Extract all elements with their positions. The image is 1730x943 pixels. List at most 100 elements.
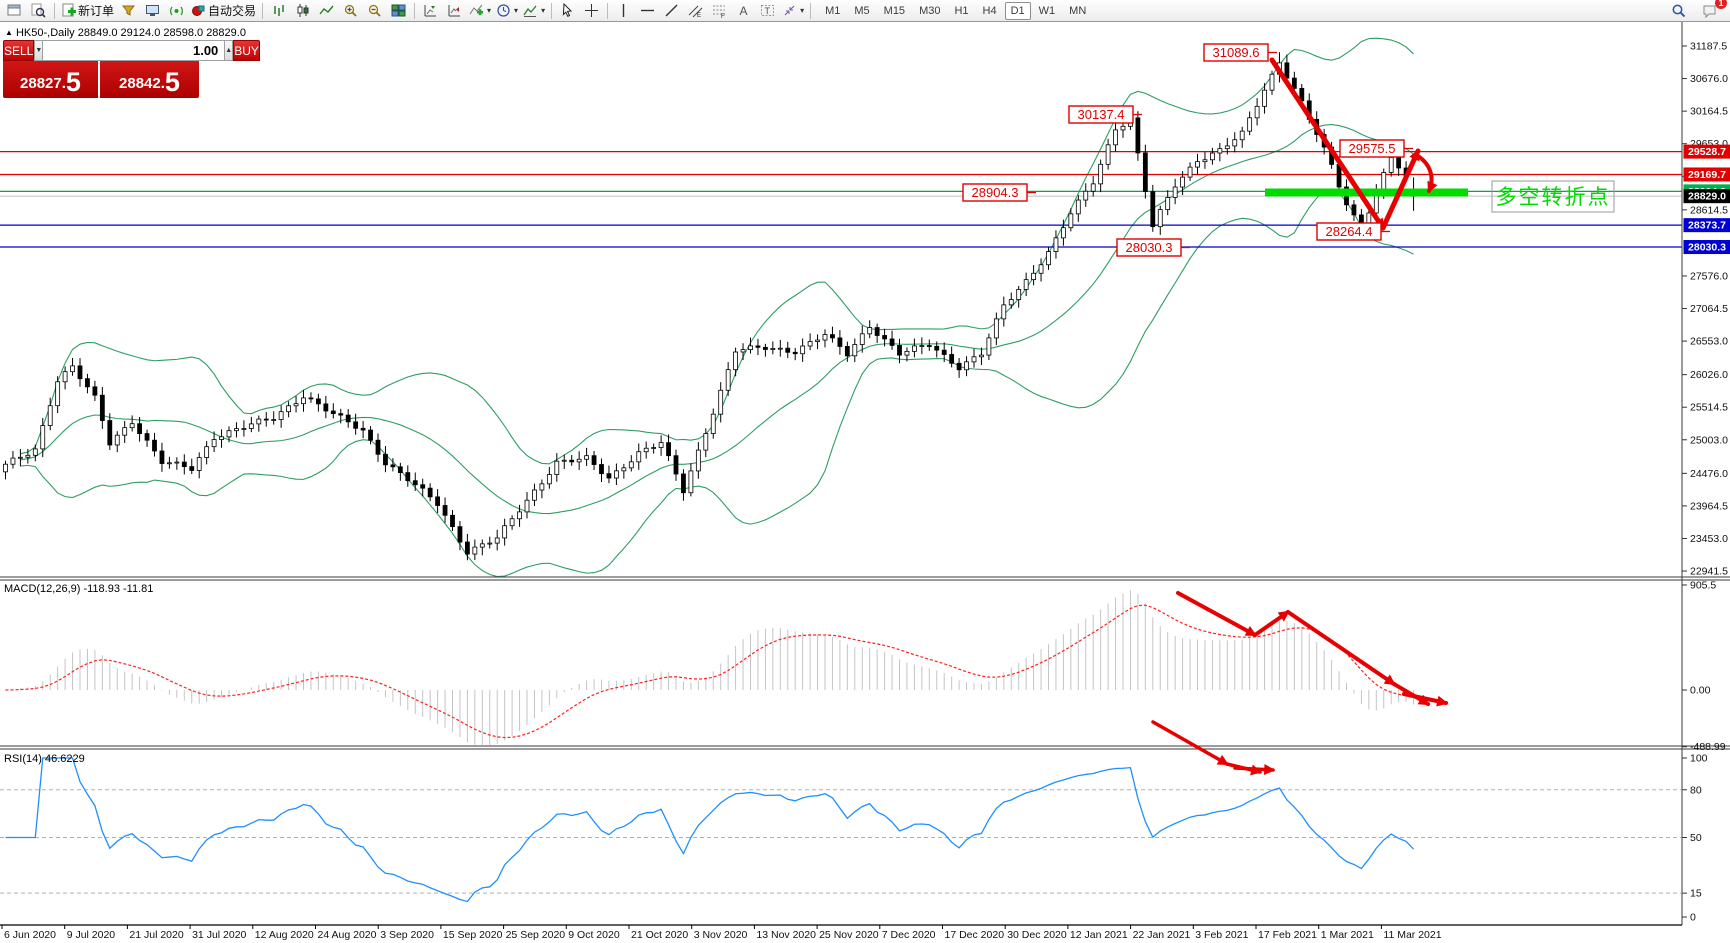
candle-body [964, 361, 969, 371]
candle-body [271, 419, 277, 421]
timeframe-d1[interactable]: D1 [1004, 1, 1031, 20]
candle-body [1247, 117, 1253, 132]
x-axis-date-label: 13 Nov 2020 [756, 929, 816, 941]
candle-body [725, 369, 731, 391]
candle-body [494, 537, 500, 544]
timeframe-h4[interactable]: H4 [982, 4, 997, 17]
candle-body [1262, 89, 1267, 107]
candle-body [1232, 139, 1238, 147]
candle-body [1172, 186, 1178, 198]
monitor-icon[interactable] [141, 1, 164, 20]
timeframe-m5[interactable]: M5 [854, 4, 870, 17]
volume-input[interactable] [43, 40, 225, 61]
crosshair-icon[interactable] [580, 1, 603, 20]
x-axis-date-label: 3 Feb 2021 [1195, 929, 1248, 941]
preview-icon[interactable] [27, 1, 50, 20]
indicators-icon[interactable]: ▾ [467, 1, 493, 20]
search-icon[interactable] [1667, 1, 1690, 20]
trendline-tool-icon[interactable] [660, 1, 683, 20]
candle-body [852, 344, 858, 357]
candle-body [25, 454, 31, 458]
sell-price-pip: 5 [65, 67, 81, 97]
zoom-out-icon[interactable] [363, 1, 386, 20]
arrows-tool-icon[interactable]: ▾ [780, 1, 806, 20]
vertical-line-tool-icon[interactable] [612, 1, 635, 20]
price-axis-badge [1683, 167, 1730, 182]
candle-body [308, 397, 314, 400]
new-order-label: 新订单 [78, 4, 115, 18]
timeframe-m15[interactable]: M15 [883, 4, 906, 17]
candle-body [464, 541, 470, 555]
chart-autoscroll-icon[interactable] [443, 1, 466, 20]
candle-body [1105, 144, 1111, 165]
buy-button[interactable]: BUY [233, 40, 260, 61]
candle-body [822, 334, 828, 341]
notifications-icon[interactable]: 1 [1698, 0, 1727, 20]
horizontal-line-tool-icon[interactable] [636, 1, 659, 20]
templates-icon[interactable]: ▾ [521, 1, 547, 20]
buy-price-button[interactable]: 28842. 5 [100, 61, 199, 98]
y-axis-tick-label: 27576.0 [1690, 270, 1728, 282]
price-callout-box [1339, 139, 1405, 158]
symbol-collapse-arrow[interactable]: ▲ [5, 28, 13, 37]
tile-windows-icon[interactable] [387, 1, 410, 20]
volume-increase-button[interactable]: ▲ [224, 40, 234, 61]
candle-body [971, 356, 977, 363]
candle-body [1202, 159, 1208, 163]
chart-shift-icon[interactable] [419, 1, 442, 20]
funnel-icon[interactable] [117, 1, 140, 20]
new-window-icon[interactable] [3, 1, 26, 20]
dropdown-caret: ▾ [800, 6, 805, 15]
x-axis-date-label: 17 Feb 2021 [1258, 929, 1317, 941]
line-chart-type-icon[interactable] [315, 1, 338, 20]
candle-body [375, 439, 381, 455]
auto-trading-button[interactable]: 自动交易 [189, 1, 258, 20]
cursor-icon[interactable] [556, 1, 579, 20]
candle-body [435, 496, 441, 506]
svg-text:E: E [697, 13, 701, 18]
text-label-tool-icon[interactable]: T [756, 1, 779, 20]
bollinger-lower-band [20, 188, 1414, 578]
candle-body [889, 338, 895, 346]
candle-body [837, 337, 843, 347]
sell-price-button[interactable]: 28827. 5 [3, 61, 98, 98]
toolbar-separator [262, 2, 264, 19]
candle-body [1068, 213, 1074, 229]
candle-body [256, 418, 262, 425]
candle-body [628, 461, 634, 469]
candle-body [897, 345, 902, 356]
candle-body [1291, 77, 1297, 89]
candle-body [1053, 237, 1059, 252]
candle-body [539, 483, 545, 491]
timeframe-h1[interactable]: H1 [954, 4, 969, 17]
timeframe-m30[interactable]: M30 [919, 4, 941, 17]
timeframe-w1[interactable]: W1 [1038, 4, 1056, 17]
candle-body [882, 335, 887, 340]
volume-decrease-button[interactable]: ▼ [34, 40, 44, 61]
channel-tool-icon[interactable]: E [684, 1, 707, 20]
timeframe-mn[interactable]: MN [1069, 4, 1087, 17]
x-axis-date-label: 31 Jul 2020 [192, 929, 246, 941]
x-axis-date-label: 1 Mar 2021 [1321, 929, 1374, 941]
candle-body [1142, 152, 1148, 192]
timeframe-m1[interactable]: M1 [825, 4, 841, 17]
candle-body [599, 464, 604, 475]
text-tool-icon[interactable]: A [732, 1, 755, 20]
sell-button[interactable]: SELL [3, 40, 35, 61]
candlestick-type-icon[interactable] [291, 1, 314, 20]
x-axis-date-label: 17 Dec 2020 [945, 929, 1005, 941]
fibonacci-tool-icon[interactable]: F [708, 1, 731, 20]
main-toolbar: 新订单 自动交易 ▾ ▾ ▾ E F A T ▾ M1 M5 M15 M30 H1 H4 D… [0, 0, 1730, 22]
new-order-button[interactable]: 新订单 [59, 1, 116, 20]
y-axis-tick-label: 26026.0 [1690, 369, 1728, 381]
trend-arrow [1380, 148, 1421, 231]
toolbar-separator [551, 2, 553, 19]
bar-chart-type-icon[interactable] [267, 1, 290, 20]
periods-icon[interactable]: ▾ [494, 1, 520, 20]
trend-arrow [1253, 610, 1290, 637]
rsi-axis-label: 80 [1690, 784, 1702, 796]
zoom-in-icon[interactable] [339, 1, 362, 20]
candle-body [1031, 272, 1036, 281]
signal-icon[interactable] [165, 1, 188, 20]
